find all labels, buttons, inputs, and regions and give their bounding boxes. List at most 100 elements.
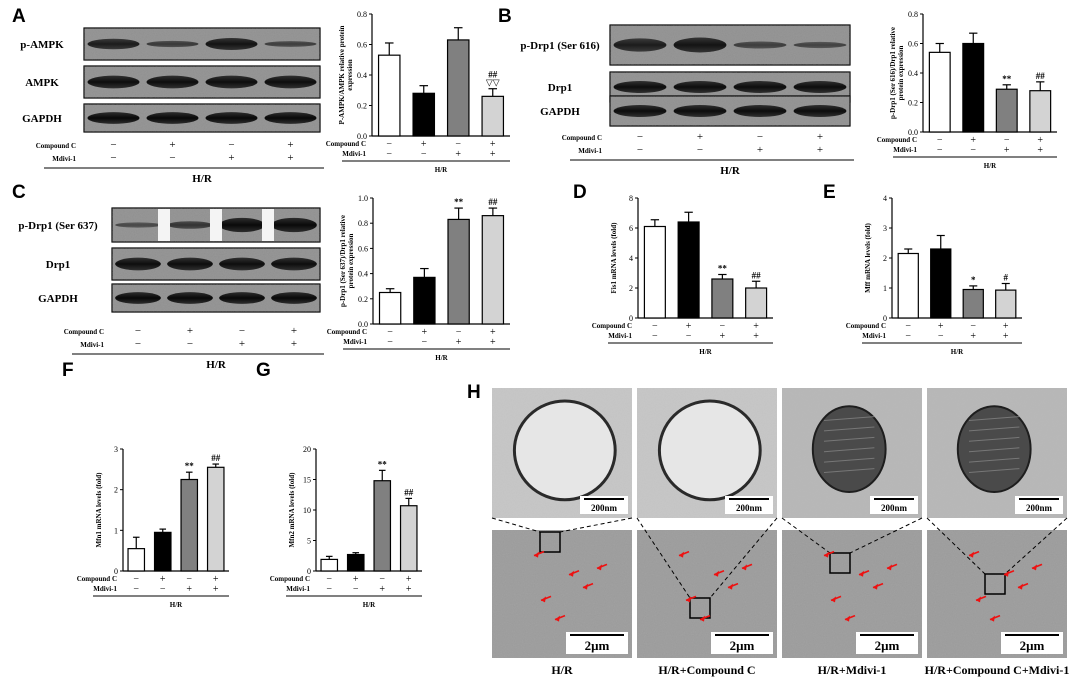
tem-cristae: [823, 416, 875, 421]
blot-row-label: p-Drp1 (Ser 616): [520, 40, 600, 52]
zoom-guide-line: [849, 517, 923, 554]
y-tick-label: 0.6: [358, 244, 368, 253]
design-label-compound: Compound C: [877, 136, 917, 144]
bar: [206, 466, 225, 572]
arrow-head: [534, 551, 539, 558]
y-tick-label: 0: [114, 567, 118, 576]
design-label-mdivi: Mdivi-1: [93, 585, 117, 593]
tem-cristae: [968, 436, 1020, 442]
blot-band: [146, 75, 199, 89]
arrow-head: [742, 564, 747, 571]
design-cc-sign: −: [1004, 135, 1010, 146]
scalebar-box: [711, 632, 773, 654]
y-tick-label: 0.6: [908, 40, 918, 49]
blot-band: [167, 221, 213, 229]
arrow-head: [583, 583, 588, 590]
blot-band: [205, 112, 258, 124]
design-mdivi-sign: +: [287, 152, 293, 164]
bar: [677, 221, 700, 319]
y-tick-label: 1: [114, 526, 118, 535]
tem-caption: H/R+Compound C+Mdivi-1: [925, 663, 1070, 677]
arrow-head: [859, 570, 864, 577]
blot-band: [733, 81, 787, 93]
blot-band: [673, 105, 727, 117]
scalebar-box: [856, 632, 918, 654]
design-label-compound: Compound C: [326, 140, 366, 148]
design-mdivi-sign: −: [187, 338, 193, 350]
scalebar-label: 2μm: [730, 638, 755, 653]
blot-row-label: GAPDH: [38, 293, 78, 305]
y-tick-label: 15: [303, 476, 311, 485]
design-label-mdivi: Mdivi-1: [343, 338, 367, 346]
design-label-mdivi: Mdivi-1: [893, 146, 917, 154]
design-cc-sign: −: [379, 574, 385, 585]
design-mdivi-sign: +: [970, 331, 976, 342]
design-label-mdivi: Mdivi-1: [342, 150, 366, 158]
y-tick-label: 0: [307, 567, 311, 576]
design-label-mdivi: Mdivi-1: [862, 332, 886, 340]
y-tick-label: 20: [303, 445, 311, 454]
design-cc-sign: +: [291, 325, 297, 337]
blot-band: [115, 222, 161, 228]
blot-band: [87, 38, 140, 50]
blot-band: [793, 105, 847, 117]
scalebar-label: 200nm: [591, 503, 618, 513]
design-cc-sign: −: [186, 574, 192, 585]
design-cc-sign: +: [697, 131, 703, 143]
design-mdivi-sign: −: [970, 145, 976, 156]
blot-band: [613, 105, 667, 117]
y-axis-label: P-AMPK/AMPK relative protein: [338, 25, 346, 124]
scalebar-label: 200nm: [881, 503, 908, 513]
arrow-head: [679, 551, 684, 558]
design-label-mdivi: Mdivi-1: [608, 332, 632, 340]
design-mdivi-sign: −: [133, 584, 139, 595]
arrow-head: [831, 596, 836, 603]
tem-cristae: [823, 468, 875, 473]
blot-band: [219, 257, 265, 271]
blot-band: [87, 112, 140, 124]
y-tick-label: 0.2: [908, 99, 918, 108]
bar: [962, 42, 985, 133]
tem-caption: H/R: [551, 663, 573, 677]
design-mdivi-sign: −: [697, 144, 703, 156]
arrow-head: [887, 564, 892, 571]
panel-label-G: G: [256, 360, 271, 381]
panel-label-C: C: [12, 182, 26, 203]
bar: [928, 51, 951, 133]
blot-lane-gap: [262, 209, 274, 241]
y-tick-label: 1: [883, 284, 887, 293]
bar: [995, 88, 1018, 133]
significance-label: **: [1002, 74, 1012, 84]
arrow-head: [728, 583, 733, 590]
bar: [346, 553, 365, 572]
design-cc-sign: −: [110, 139, 116, 151]
blot-row-label: p-Drp1 (Ser 637): [18, 220, 98, 232]
y-tick-label: 0.4: [357, 71, 367, 80]
design-mdivi-sign: +: [1004, 145, 1010, 156]
bar: [399, 505, 418, 572]
significance-label: ▽▽: [486, 78, 500, 88]
blot-band: [613, 38, 667, 52]
panel-label-H: H: [467, 382, 481, 403]
significance-label: ##: [488, 70, 498, 80]
panel-label-A: A: [12, 6, 26, 27]
design-mdivi-sign: +: [490, 149, 496, 160]
design-cc-sign: +: [421, 139, 427, 150]
significance-label: ##: [1036, 71, 1046, 81]
design-mdivi-sign: +: [213, 584, 219, 595]
design-cc-sign: +: [406, 574, 412, 585]
tem-caption: H/R+Compound C: [658, 663, 755, 677]
y-tick-label: 4: [629, 254, 633, 263]
blot-row-label: Drp1: [548, 82, 572, 94]
panel-label-F: F: [62, 360, 74, 381]
bar: [320, 558, 339, 572]
bar: [930, 248, 952, 319]
design-mdivi-sign: −: [135, 338, 141, 350]
group-label: H/R: [170, 601, 183, 609]
blot-band: [87, 75, 140, 89]
arrow-head: [569, 570, 574, 577]
design-cc-sign: +: [187, 325, 193, 337]
tem-cristae: [968, 447, 1020, 453]
bar: [745, 287, 768, 319]
